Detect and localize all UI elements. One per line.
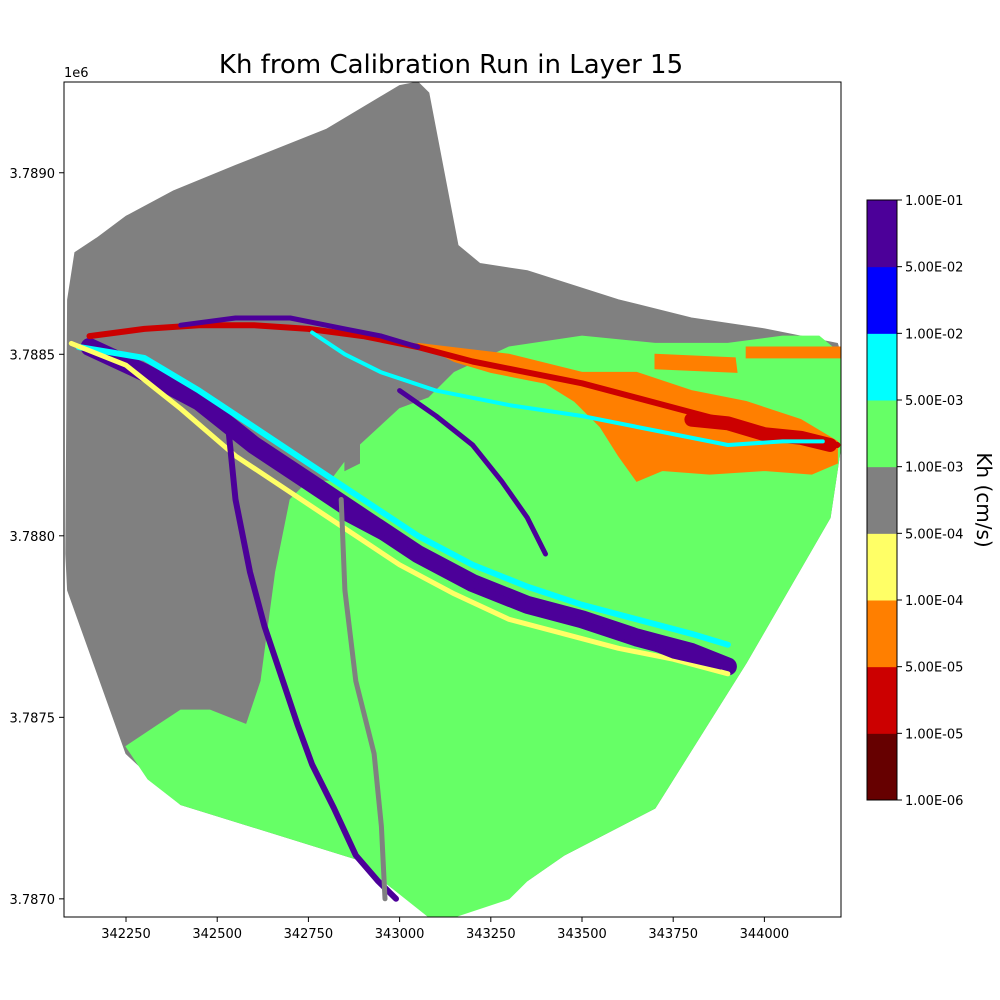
kh-zone-1 bbox=[125, 335, 841, 917]
kh-band-2 bbox=[68, 340, 731, 677]
chart-title: Kh from Calibration Run in Layer 15 bbox=[219, 50, 683, 80]
colorbar-swatch-7 bbox=[867, 266, 897, 334]
y-tick-label-3: 3.7885 bbox=[10, 348, 56, 363]
x-tick-label-6: 343750 bbox=[648, 927, 698, 942]
colorbar-swatch-3 bbox=[867, 533, 897, 601]
colorbar-title: Kh (cm/s) bbox=[972, 452, 996, 547]
colorbar-swatch-4 bbox=[867, 466, 897, 534]
colorbar-tick-label-9: 1.00E-01 bbox=[905, 194, 963, 209]
kh-band-9 bbox=[225, 423, 399, 902]
y-axis: 3.7870 3.7875 3.7880 3.7885 3.7890 bbox=[10, 167, 64, 908]
kh-band-1 bbox=[75, 344, 731, 648]
x-tick-label-2: 342750 bbox=[284, 927, 334, 942]
x-tick-label-0: 342250 bbox=[101, 927, 151, 942]
colorbar-labels: 1.00E-06 1.00E-05 5.00E-05 1.00E-04 5.00E-04… bbox=[897, 194, 963, 809]
kh-band-7 bbox=[310, 330, 825, 447]
y-tick-label-1: 3.7875 bbox=[10, 711, 56, 726]
kh-zone-2 bbox=[344, 389, 360, 472]
colorbar-swatch-1 bbox=[867, 666, 897, 734]
kh-zone-3 bbox=[417, 342, 838, 482]
colorbar-tick-label-4: 5.00E-04 bbox=[905, 527, 963, 542]
colorbar: 1.00E-06 1.00E-05 5.00E-05 1.00E-04 5.00E-04… bbox=[866, 194, 996, 809]
y-tick-label-2: 3.7880 bbox=[10, 530, 56, 545]
y-tick-label-0: 3.7870 bbox=[10, 893, 56, 908]
x-tick-label-4: 343250 bbox=[466, 927, 516, 942]
colorbar-tick-label-6: 5.00E-03 bbox=[905, 394, 963, 409]
kh-band-8 bbox=[397, 388, 548, 557]
x-tick-label-7: 344000 bbox=[740, 927, 790, 942]
colorbar-tick-label-8: 5.00E-02 bbox=[905, 261, 963, 276]
colorbar-swatch-2 bbox=[867, 600, 897, 668]
kh-zone-4 bbox=[654, 353, 738, 373]
colorbar-tick-label-3: 1.00E-04 bbox=[905, 594, 963, 609]
x-tick-label-1: 342500 bbox=[192, 927, 242, 942]
x-tick-label-5: 343500 bbox=[557, 927, 607, 942]
colorbar-tick-label-0: 1.00E-06 bbox=[905, 794, 963, 809]
colorbar-tick-label-7: 1.00E-02 bbox=[905, 327, 963, 342]
kh-band-6 bbox=[178, 315, 421, 350]
kh-band-3 bbox=[341, 514, 724, 670]
x-tick-label-3: 343000 bbox=[375, 927, 425, 942]
kh-band-10 bbox=[338, 497, 388, 902]
colorbar-tick-label-5: 1.00E-03 bbox=[905, 461, 963, 476]
zones-layer bbox=[65, 82, 841, 917]
y-tick-label-4: 3.7890 bbox=[10, 167, 56, 182]
colorbar-tick-label-2: 5.00E-05 bbox=[905, 661, 963, 676]
bands-layer bbox=[68, 315, 841, 902]
colorbar-swatches bbox=[867, 200, 897, 801]
y-axis-offset-label: 1e6 bbox=[64, 66, 89, 81]
colorbar-swatch-5 bbox=[867, 400, 897, 468]
colorbar-swatch-8 bbox=[867, 200, 897, 268]
kh-zone-5 bbox=[745, 346, 841, 359]
colorbar-swatch-6 bbox=[867, 333, 897, 401]
x-axis: 342250 342500 342750 343000 343250 343500 3437… bbox=[101, 917, 789, 942]
plot-frame bbox=[63, 81, 842, 918]
colorbar-swatch-0 bbox=[867, 733, 897, 801]
colorbar-tick-label-1: 1.00E-05 bbox=[905, 727, 963, 742]
plot-area bbox=[65, 82, 841, 917]
colorbar-frame bbox=[866, 199, 898, 801]
